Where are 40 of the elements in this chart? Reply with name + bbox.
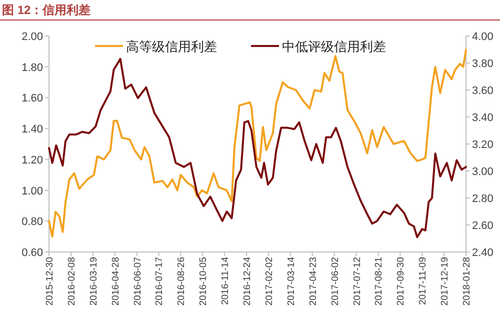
x-tick-label: 2016-03-19 bbox=[88, 257, 100, 306]
y2-tick-label: 3.60 bbox=[472, 85, 494, 97]
x-tick-label: 2017-09-30 bbox=[396, 257, 407, 306]
y2-tick-label: 2.60 bbox=[472, 220, 494, 232]
y2-tick-label: 4.00 bbox=[472, 31, 494, 43]
x-tick-label: 2016-06-07 bbox=[132, 257, 144, 306]
x-tick-label: 2016-08-26 bbox=[176, 257, 188, 306]
y2-tick-label: 3.20 bbox=[472, 139, 494, 151]
x-tick-label: 2017-06-02 bbox=[330, 257, 341, 306]
x-tick-label: 2018-01-28 bbox=[462, 257, 472, 306]
y2-tick-label: 3.80 bbox=[472, 58, 494, 70]
y-tick-label: 1.20 bbox=[22, 154, 43, 166]
x-tick-label: 2016-11-14 bbox=[220, 257, 232, 305]
x-tick-label: 2016-02-08 bbox=[66, 257, 78, 306]
y2-tick-label: 2.40 bbox=[472, 247, 494, 259]
y-tick-label: 1.00 bbox=[22, 185, 43, 198]
x-tick-label: 2017-08-21 bbox=[374, 257, 385, 306]
y2-tick-label: 3.40 bbox=[472, 112, 494, 124]
x-tick-label: 2017-07-12 bbox=[352, 257, 363, 306]
y-tick-label: 1.60 bbox=[22, 92, 43, 105]
x-tick-label: 2017-04-23 bbox=[308, 257, 319, 306]
chart-title: 图 12：信用利差 bbox=[2, 3, 91, 17]
x-tick-label: 2016-12-24 bbox=[242, 257, 254, 306]
y-tick-label: 1.40 bbox=[22, 124, 43, 136]
y-tick-label: 2.00 bbox=[22, 31, 43, 43]
x-tick-label: 2017-11-09 bbox=[418, 257, 429, 305]
y2-tick-label: 3.00 bbox=[472, 166, 494, 178]
x-tick-label: 2016-07-17 bbox=[154, 257, 166, 306]
x-tick-label: 2017-03-14 bbox=[286, 257, 297, 306]
y-tick-label: 0.60 bbox=[22, 247, 43, 259]
y-tick-label: 0.80 bbox=[22, 216, 43, 228]
y2-tick-label: 2.80 bbox=[472, 193, 494, 205]
x-tick-label: 2017-12-19 bbox=[440, 257, 451, 306]
x-tick-label: 2016-04-28 bbox=[110, 257, 122, 306]
legend-label: 中低评级信用利差 bbox=[282, 39, 386, 54]
x-tick-label: 2017-02-02 bbox=[264, 257, 275, 306]
y-tick-label: 1.80 bbox=[22, 62, 43, 74]
legend-label: 高等级信用利差 bbox=[126, 39, 217, 54]
x-tick-label: 2016-10-05 bbox=[198, 257, 210, 306]
x-tick-label: 2015-12-30 bbox=[44, 257, 56, 306]
